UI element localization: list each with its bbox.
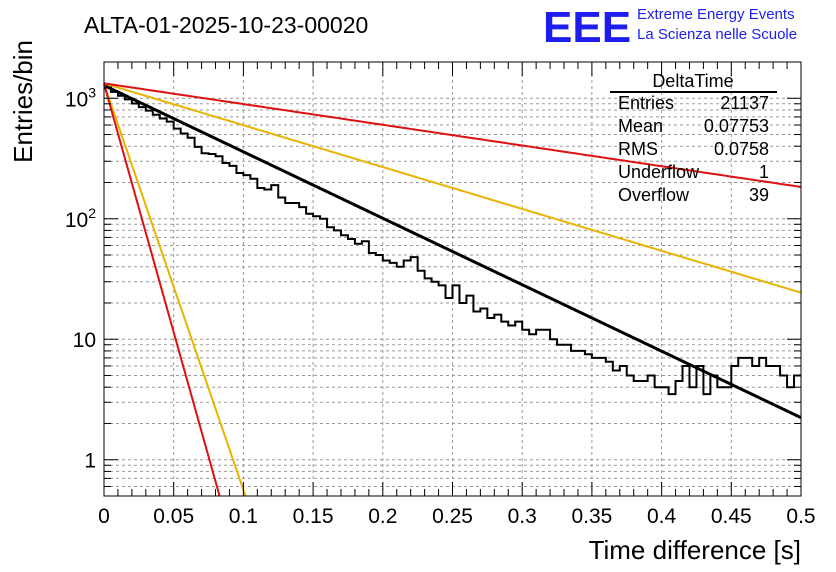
stats-value: 0.07753 (704, 116, 769, 136)
x-tick-labels: 0 0.05 0.1 0.15 0.2 0.25 0.3 0.35 0.4 0.45 0.5 (98, 505, 815, 528)
y-tick-label: 102 (65, 205, 96, 232)
stats-value: 39 (749, 185, 769, 205)
y-tick-label: 103 (65, 84, 96, 111)
stats-value: 0.0758 (714, 139, 769, 159)
histogram (104, 86, 801, 396)
fit-curve (103, 83, 247, 497)
plot-frame (103, 61, 802, 497)
stats-label: Underflow (618, 162, 700, 182)
y-tick-labels: 1 10 102 103 (65, 84, 96, 472)
x-tick-label: 0.35 (571, 505, 612, 528)
y-axis-label: Entries/bin (8, 40, 38, 163)
x-tick-label: 0.3 (508, 505, 537, 528)
x-tick-label: 0.4 (647, 505, 677, 528)
x-tick-label: 0.5 (786, 505, 815, 528)
logo-tagline-1: Extreme Energy Events (637, 6, 795, 23)
fit-curve (103, 82, 802, 188)
x-tick-label: 0.1 (229, 505, 258, 528)
stats-box: DeltaTime Entries 21137 Mean 0.07753 RMS 0.07… (610, 71, 777, 205)
stats-label: RMS (618, 139, 658, 159)
logo-tagline-2: La Scienza nelle Scuole (637, 26, 797, 43)
stats-rows: Entries 21137 Mean 0.07753 RMS 0.0758 Underflo… (618, 93, 769, 205)
grid (104, 61, 801, 497)
fit-curves (103, 82, 802, 497)
x-tick-label: 0.25 (432, 505, 473, 528)
x-tick-label: 0.15 (293, 505, 334, 528)
stats-value: 1 (759, 162, 769, 182)
fit-curve (103, 83, 802, 419)
axes (103, 61, 802, 497)
x-tick-label: 0.05 (153, 505, 194, 528)
eee-logo: EEE (543, 3, 631, 52)
histogram-outline (104, 86, 801, 396)
stats-title: DeltaTime (652, 71, 733, 91)
x-tick-label: 0.2 (368, 505, 397, 528)
stats-label: Overflow (618, 185, 690, 205)
x-axis-label: Time difference [s] (589, 535, 801, 565)
y-tick-label: 1 (84, 450, 96, 473)
x-tick-label: 0.45 (711, 505, 752, 528)
stats-label: Mean (618, 116, 663, 136)
stats-value: 21137 (720, 93, 769, 113)
stats-label: Entries (618, 93, 674, 113)
y-tick-label: 10 (73, 329, 96, 352)
fit-curve (103, 82, 802, 294)
chart-title: ALTA-01-2025-10-23-00020 (84, 12, 368, 38)
fit-curve (103, 83, 221, 497)
x-tick-label: 0 (98, 505, 110, 528)
